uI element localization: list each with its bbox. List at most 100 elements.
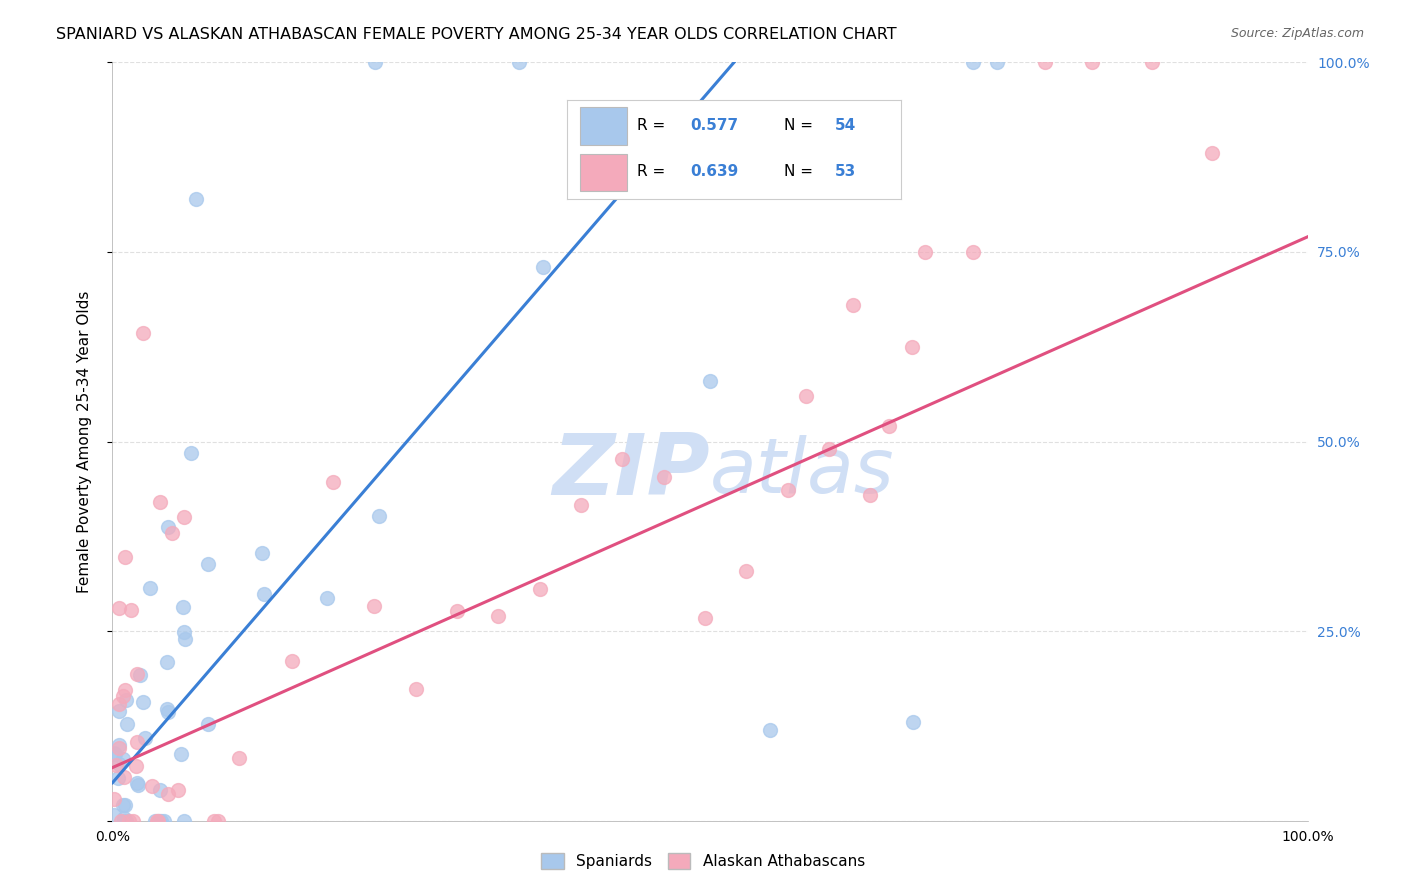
Point bbox=[699, 101, 721, 115]
Text: atlas: atlas bbox=[710, 435, 894, 508]
Point bbox=[197, 716, 219, 731]
Point bbox=[202, 814, 225, 828]
Point bbox=[173, 625, 195, 640]
Point bbox=[131, 326, 153, 341]
Point bbox=[252, 546, 274, 560]
Point bbox=[253, 587, 276, 601]
Point bbox=[134, 731, 156, 745]
Point bbox=[114, 814, 136, 828]
Point bbox=[759, 723, 782, 737]
Point bbox=[1033, 55, 1056, 70]
Point bbox=[112, 770, 135, 784]
Point bbox=[900, 341, 922, 355]
Point bbox=[157, 705, 180, 719]
Point bbox=[842, 298, 865, 312]
Point bbox=[150, 814, 173, 828]
Point bbox=[149, 782, 172, 797]
Point bbox=[1142, 55, 1164, 70]
Point bbox=[170, 747, 193, 762]
Point bbox=[156, 787, 179, 801]
Point bbox=[120, 603, 142, 617]
Point bbox=[114, 682, 136, 697]
Point bbox=[107, 697, 129, 711]
Point bbox=[148, 814, 170, 828]
Point bbox=[735, 564, 758, 578]
Point bbox=[794, 389, 817, 403]
Point bbox=[139, 581, 162, 595]
Point bbox=[129, 668, 152, 682]
Point bbox=[108, 738, 131, 752]
Point bbox=[112, 814, 135, 828]
Point bbox=[103, 808, 125, 822]
Point bbox=[166, 782, 188, 797]
Point bbox=[508, 55, 530, 70]
Point bbox=[914, 244, 936, 259]
Point bbox=[112, 811, 135, 825]
Point bbox=[486, 609, 509, 624]
Point bbox=[103, 746, 125, 760]
Point bbox=[146, 814, 169, 828]
Text: ZIP: ZIP bbox=[553, 430, 710, 514]
Point bbox=[125, 667, 148, 681]
Point bbox=[107, 771, 129, 785]
Text: SPANIARD VS ALASKAN ATHABASCAN FEMALE POVERTY AMONG 25-34 YEAR OLDS CORRELATION : SPANIARD VS ALASKAN ATHABASCAN FEMALE PO… bbox=[56, 27, 897, 42]
Point bbox=[125, 776, 148, 790]
Point bbox=[207, 814, 229, 828]
Point bbox=[111, 752, 134, 766]
Point bbox=[156, 656, 179, 670]
Point bbox=[197, 558, 219, 572]
Point bbox=[281, 654, 304, 668]
Point bbox=[103, 792, 125, 806]
Point bbox=[776, 483, 799, 497]
Point bbox=[173, 814, 195, 828]
Point bbox=[180, 446, 202, 460]
Point bbox=[122, 814, 145, 828]
Point bbox=[162, 525, 183, 540]
Point bbox=[125, 735, 148, 749]
Point bbox=[1081, 55, 1104, 70]
Point bbox=[405, 682, 427, 697]
Point bbox=[149, 495, 172, 509]
Y-axis label: Female Poverty Among 25-34 Year Olds: Female Poverty Among 25-34 Year Olds bbox=[77, 291, 91, 592]
Point bbox=[145, 814, 167, 828]
Point bbox=[818, 442, 841, 456]
Point bbox=[363, 599, 385, 614]
Point bbox=[111, 689, 134, 703]
Point bbox=[364, 55, 387, 70]
Point bbox=[962, 55, 984, 70]
Point bbox=[114, 550, 136, 565]
Point bbox=[903, 715, 925, 730]
Point bbox=[112, 798, 135, 813]
Point bbox=[107, 705, 129, 719]
Point bbox=[108, 757, 131, 772]
Point bbox=[693, 610, 716, 624]
Text: Source: ZipAtlas.com: Source: ZipAtlas.com bbox=[1230, 27, 1364, 40]
Point bbox=[228, 751, 250, 765]
Point bbox=[115, 814, 138, 828]
Point bbox=[173, 632, 195, 646]
Point bbox=[104, 758, 127, 772]
Point bbox=[108, 741, 131, 756]
Point bbox=[603, 150, 626, 164]
Point bbox=[115, 716, 138, 731]
Point bbox=[612, 451, 634, 466]
Point bbox=[531, 260, 554, 274]
Point bbox=[146, 814, 169, 828]
Point bbox=[173, 510, 195, 524]
Point bbox=[115, 693, 138, 707]
Point bbox=[529, 582, 551, 597]
Point bbox=[986, 55, 1008, 70]
Point bbox=[569, 499, 592, 513]
Point bbox=[367, 508, 389, 523]
Point bbox=[699, 374, 721, 388]
Point bbox=[156, 702, 179, 716]
Point bbox=[172, 600, 194, 615]
Point bbox=[127, 778, 149, 792]
Point bbox=[152, 814, 174, 828]
Point bbox=[315, 591, 337, 605]
Point bbox=[186, 192, 208, 206]
Point bbox=[157, 520, 180, 534]
Point bbox=[859, 488, 882, 502]
Point bbox=[104, 747, 127, 762]
Point bbox=[114, 797, 136, 812]
